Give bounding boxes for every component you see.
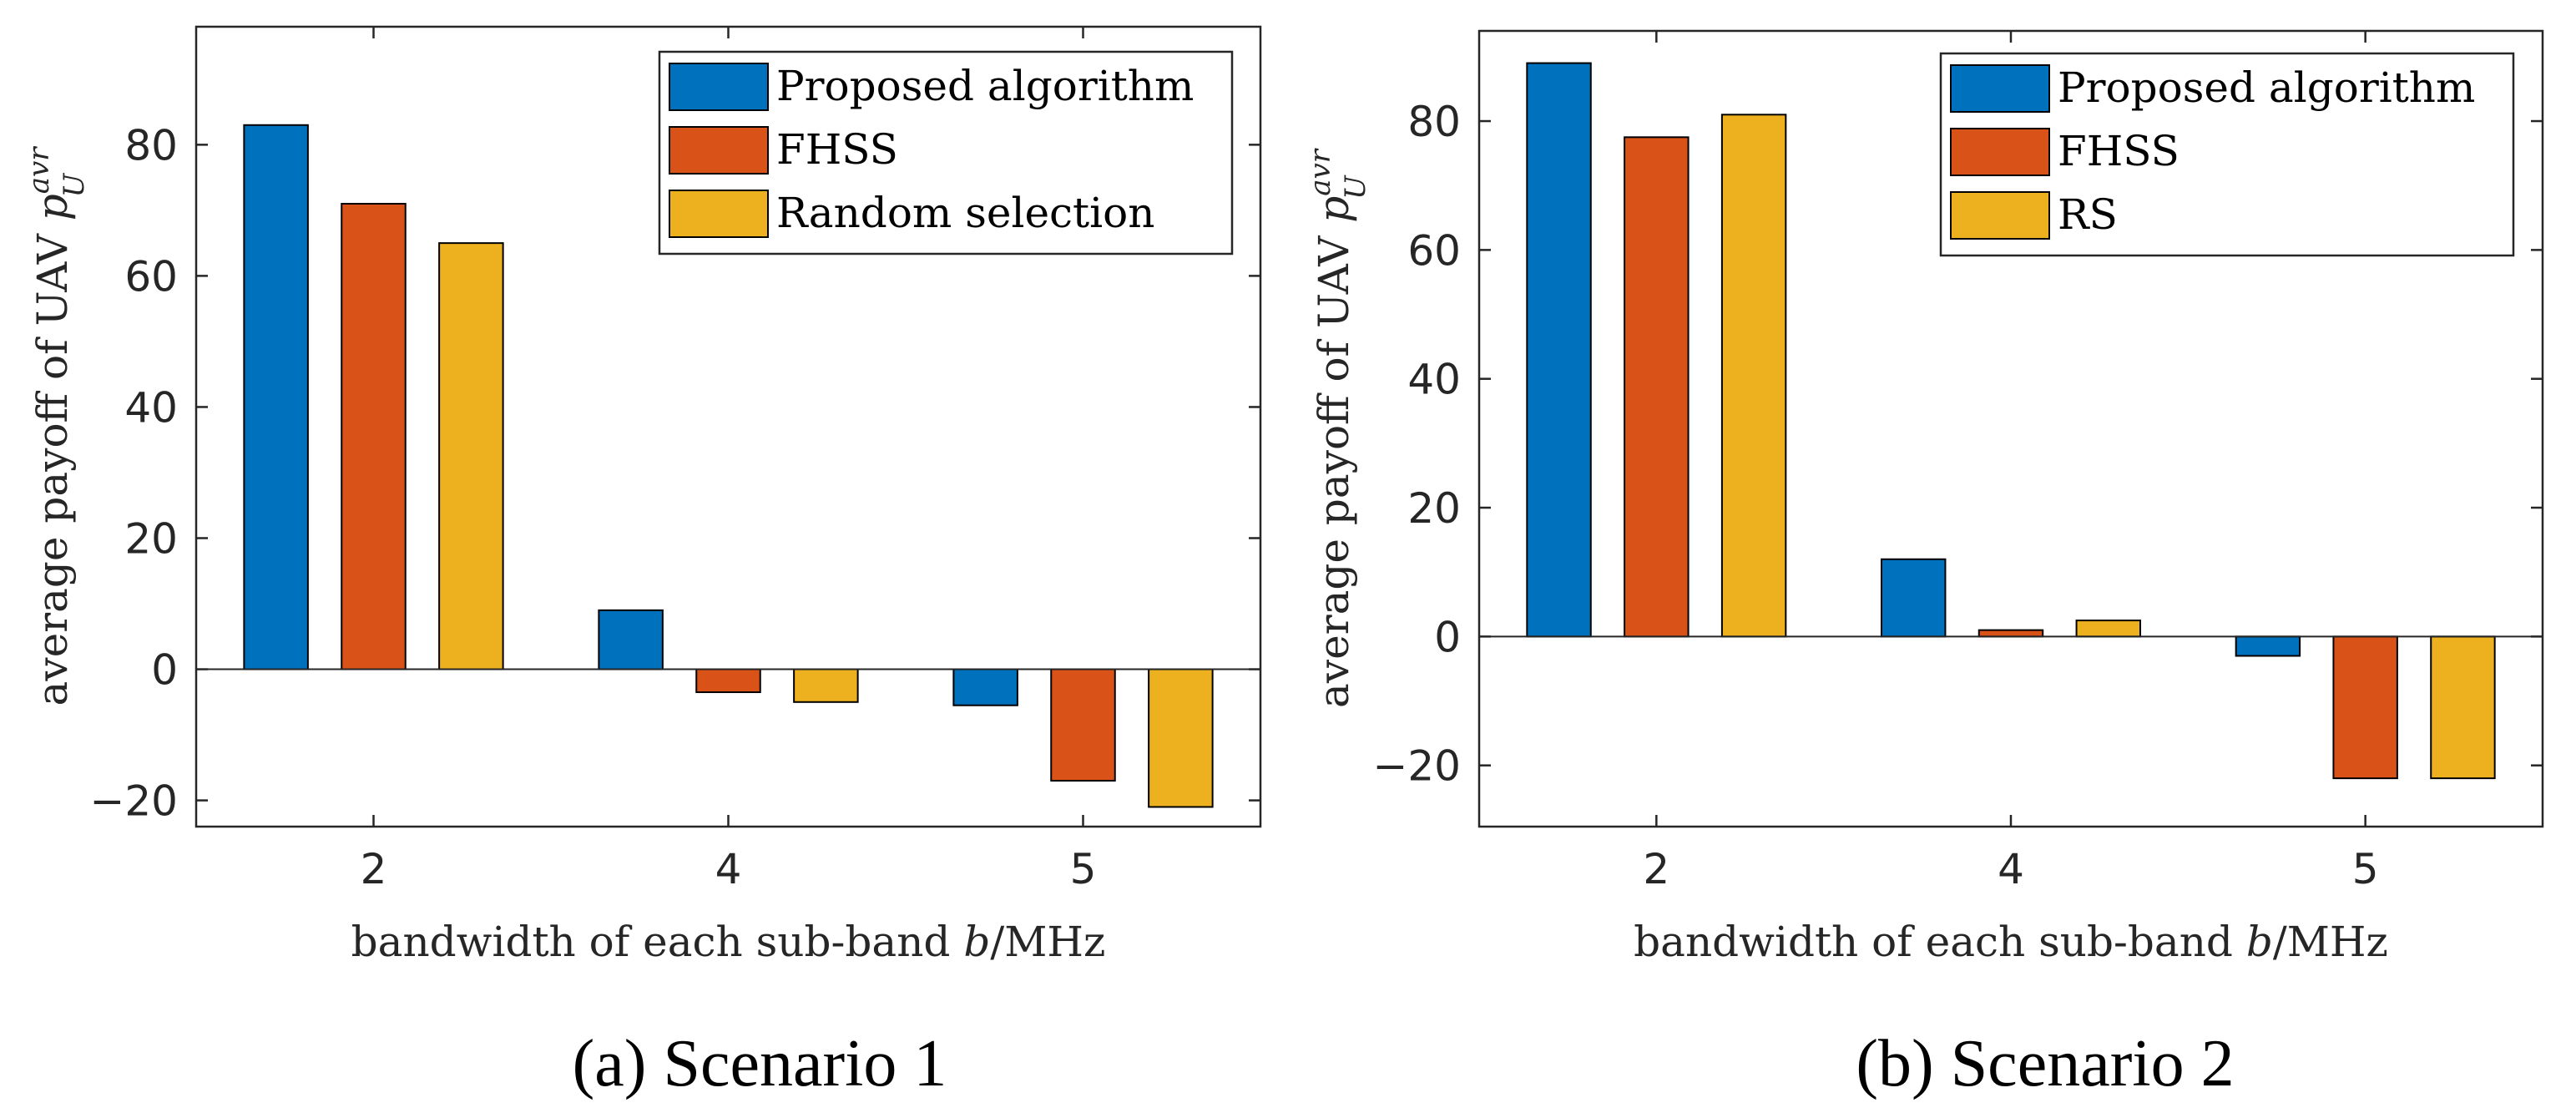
legend-label: Random selection	[776, 189, 1154, 237]
y-tick-label: 0	[1434, 613, 1461, 661]
legend-swatch	[1950, 128, 2050, 176]
bar-rs-2	[1720, 114, 1787, 638]
y-tick-label: 60	[1407, 226, 1461, 275]
bar-fhss-5	[2332, 635, 2398, 780]
x-tick-label: 5	[1070, 845, 1097, 893]
y-tick-label: 0	[151, 646, 178, 695]
bar-fhss-4	[1977, 629, 2044, 638]
bar-proposed-algorithm-5	[952, 668, 1018, 706]
legend-label: FHSS	[2058, 127, 2179, 175]
y-tick-label: 60	[124, 252, 178, 301]
chart-scenario-1: −20 0 20 40 60 80 2 4 5 Proposed algorithm FHSS Ran…	[23, 25, 1262, 1100]
legend-label: Proposed algorithm	[2058, 63, 2475, 112]
subfigure-caption: (b) Scenario 2	[1856, 1027, 2234, 1100]
x-tick-label: 2	[1643, 845, 1669, 893]
legend-swatch	[669, 63, 769, 111]
legend-swatch	[669, 126, 769, 175]
bar-proposed-algorithm-5	[2235, 635, 2301, 657]
bar-fhss-2	[1624, 136, 1690, 638]
bar-random-selection-5	[1148, 668, 1214, 808]
y-tick-label: 80	[124, 121, 178, 169]
x-tick-label: 4	[715, 845, 742, 893]
x-tick-label: 4	[1998, 845, 2024, 893]
bar-fhss-2	[341, 203, 407, 670]
legend-swatch	[1950, 191, 2050, 240]
bar-rs-4	[2075, 620, 2142, 638]
y-tick-label: 20	[124, 514, 178, 563]
bar-random-selection-2	[438, 242, 504, 670]
y-tick-label: 80	[1407, 98, 1461, 146]
bar-proposed-algorithm-4	[1880, 558, 1947, 638]
bar-fhss-4	[695, 668, 761, 694]
bar-rs-5	[2430, 635, 2496, 780]
bar-proposed-algorithm-2	[1526, 62, 1592, 638]
bar-proposed-algorithm-4	[598, 609, 664, 670]
legend-label: Proposed algorithm	[776, 62, 1194, 110]
subfigure-caption: (a) Scenario 1	[573, 1027, 947, 1100]
y-tick-label: 20	[1407, 484, 1461, 533]
bar-random-selection-4	[793, 668, 859, 703]
bar-proposed-algorithm-2	[243, 124, 309, 670]
x-tick-label: 5	[2352, 845, 2379, 893]
legend-swatch	[669, 190, 769, 238]
legend-swatch	[1950, 64, 2050, 113]
y-tick-label: 40	[1407, 356, 1461, 404]
x-axis-label: bandwidth of each sub-band b/MHz	[351, 918, 1106, 966]
legend-label: RS	[2058, 190, 2118, 239]
y-tick-label: −20	[1372, 742, 1461, 791]
x-tick-label: 2	[361, 845, 387, 893]
y-axis-label: average payoff of UAV pavrU	[1304, 148, 1372, 708]
bar-fhss-5	[1050, 668, 1116, 782]
y-axis-label: average payoff of UAV pavrU	[23, 146, 91, 706]
y-tick-label: 40	[124, 383, 178, 432]
x-axis-label: bandwidth of each sub-band b/MHz	[1634, 918, 2388, 966]
legend-label: FHSS	[776, 125, 898, 174]
chart-scenario-2: −20 0 20 40 60 80 2 4 5 Proposed algorithm FHSS RS b…	[1304, 29, 2544, 1100]
y-tick-label: −20	[89, 777, 178, 826]
